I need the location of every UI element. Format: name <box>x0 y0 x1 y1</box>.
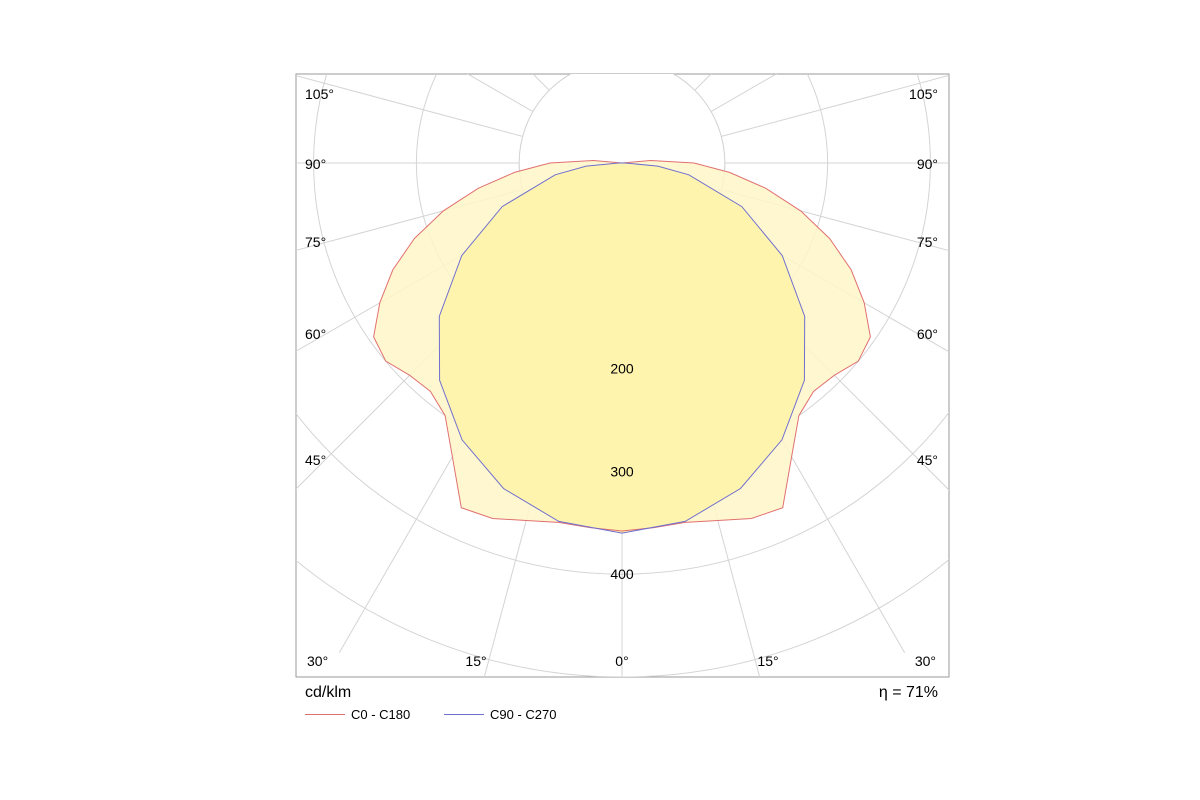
bottom-angle-label: 15° <box>757 653 778 669</box>
angle-label-right: 60° <box>917 326 938 342</box>
angle-label-right: 75° <box>917 234 938 250</box>
efficiency-label: η = 71% <box>878 684 938 701</box>
angle-label-right: 45° <box>917 452 938 468</box>
legend-label-c90-c270: C90 - C270 <box>490 706 557 722</box>
radial-tick-label: 300 <box>610 463 634 479</box>
angle-label-left: 90° <box>305 156 326 172</box>
legend-swatch-c0-c180 <box>305 713 345 715</box>
angle-label-right: 105° <box>909 86 938 102</box>
radial-tick-label: 200 <box>610 361 634 377</box>
series-line-c90-c270 <box>438 162 806 534</box>
radial-tick-label: 400 <box>610 566 634 582</box>
unit-label: cd/klm <box>305 684 352 701</box>
legend-item-c90-c270: C90 - C270 <box>444 705 556 723</box>
angle-label-right: 90° <box>917 156 938 172</box>
angle-label-left: 75° <box>305 234 326 250</box>
angle-label-left: 45° <box>305 452 326 468</box>
bottom-angle-label: 0° <box>615 653 628 669</box>
legend-label-c0-c180: C0 - C180 <box>351 706 411 722</box>
radial-gridcircle <box>296 411 949 575</box>
legend-swatch-c90-c270 <box>444 713 484 715</box>
legend-item-c0-c180: C0 - C180 <box>305 705 410 723</box>
bottom-angle-label: 15° <box>465 653 486 669</box>
bottom-angle-label: 30° <box>307 653 328 669</box>
series-fill-c90-c270 <box>439 163 805 534</box>
bottom-angle-label: 30° <box>915 653 936 669</box>
angle-label-left: 105° <box>305 86 334 102</box>
angle-label-left: 60° <box>305 326 326 342</box>
